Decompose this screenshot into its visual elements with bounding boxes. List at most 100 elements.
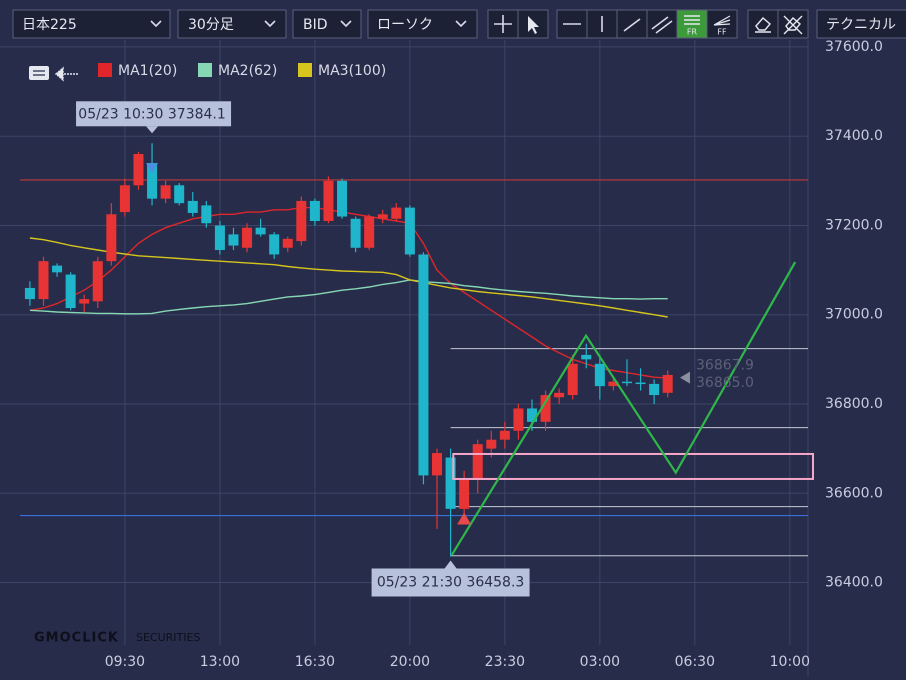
- candle-body: [187, 200, 198, 213]
- price-type-select[interactable]: BID: [292, 9, 362, 39]
- fr-label: FR: [687, 28, 698, 37]
- ma-line: [29, 279, 668, 315]
- erase-all-icon: [783, 15, 803, 35]
- candle-body: [106, 214, 117, 262]
- candle-body: [581, 354, 592, 360]
- candle-body: [499, 430, 510, 440]
- candle-body: [228, 234, 239, 246]
- x-tick-label: 23:30: [485, 654, 525, 670]
- candle-body: [621, 381, 632, 384]
- candle-body: [24, 287, 35, 300]
- eraser-button[interactable]: [747, 9, 779, 39]
- legend-label: MA3(100): [318, 63, 386, 79]
- candle-body: [92, 261, 103, 302]
- legend-swatch: [298, 63, 312, 77]
- candle-body: [567, 363, 578, 396]
- chart-type-select[interactable]: ローソク: [367, 9, 478, 39]
- candle-body: [513, 408, 524, 431]
- candle-body: [337, 180, 348, 217]
- candle-body: [662, 374, 673, 393]
- candle-body: [418, 254, 429, 476]
- trendline-button[interactable]: [616, 9, 648, 39]
- interval-text[interactable]: 30分足: [188, 17, 234, 33]
- collapse-icon[interactable]: [54, 66, 78, 82]
- y-tick-label: 36400.0: [825, 575, 883, 591]
- zone-box: [452, 452, 814, 480]
- legend-swatch: [198, 63, 212, 77]
- channel-icon: [651, 16, 673, 34]
- candle-body: [594, 363, 605, 387]
- zigzag-line: [450, 261, 797, 556]
- comment-icon[interactable]: [29, 66, 49, 80]
- ma-line: [29, 206, 668, 379]
- x-tick-label: 20:00: [390, 654, 430, 670]
- high-tooltip: [76, 101, 232, 127]
- candle-body: [119, 185, 130, 213]
- comment-icon-lines: [33, 70, 45, 76]
- logo-brand: GMOCLICK: [34, 631, 119, 646]
- candle-body: [391, 207, 402, 219]
- ff-label: FF: [717, 28, 727, 37]
- candle-body: [323, 180, 334, 221]
- legend-label: MA2(62): [218, 63, 277, 79]
- fib-icon: [684, 15, 700, 25]
- interval-select[interactable]: 30分足: [177, 9, 287, 39]
- select-box[interactable]: [292, 9, 362, 39]
- candle-body: [635, 382, 646, 385]
- y-tick-label: 37000.0: [825, 307, 883, 323]
- low-label: 05/23 21:30 36458.3: [377, 574, 525, 590]
- legend-label: MA1(20): [118, 63, 177, 79]
- y-tick-label: 36800.0: [825, 396, 883, 412]
- last-price-marker: [680, 371, 690, 384]
- y-tick-label: 37200.0: [825, 217, 883, 233]
- chevron: [455, 20, 467, 28]
- x-tick-label: 10:00: [770, 654, 810, 670]
- candle-body: [52, 265, 63, 273]
- symbol-select[interactable]: 日本225: [12, 9, 171, 39]
- technical-button[interactable]: テクニカル: [816, 9, 906, 39]
- candle-body: [65, 274, 76, 309]
- symbol-text[interactable]: 日本225: [22, 17, 77, 33]
- eraser-icon: [755, 17, 771, 33]
- candle-body: [540, 395, 551, 422]
- chevron: [264, 20, 276, 28]
- x-tick-label: 06:30: [675, 654, 715, 670]
- price-type-text[interactable]: BID: [303, 17, 328, 33]
- candle-body: [79, 299, 90, 304]
- candle-body: [472, 444, 483, 480]
- candle-body: [608, 381, 619, 387]
- low-tooltip: [371, 568, 530, 597]
- candle-body: [526, 408, 537, 422]
- fan-icon: [713, 15, 731, 26]
- y-tick-label: 37600.0: [825, 39, 883, 55]
- chart-type-text[interactable]: ローソク: [377, 17, 433, 33]
- candle-body: [174, 185, 185, 204]
- crosshair-icon: [494, 15, 512, 33]
- candle-body: [269, 234, 280, 255]
- candle-body: [282, 238, 293, 248]
- candle-body: [147, 162, 158, 199]
- last-price-label: 36865.0: [696, 375, 754, 391]
- candle-body: [350, 218, 361, 248]
- erase-all-button[interactable]: [777, 9, 809, 39]
- x-tick-label: 09:30: [105, 654, 145, 670]
- candle-body: [214, 225, 225, 251]
- technical-box[interactable]: [816, 9, 906, 39]
- candle-body: [486, 439, 497, 449]
- candle-body: [133, 154, 144, 186]
- y-tick-label: 36600.0: [825, 485, 883, 501]
- technical-text[interactable]: テクニカル: [826, 17, 896, 33]
- chevron: [150, 20, 162, 28]
- tooltip-pointer: [444, 560, 457, 569]
- pointer-icon: [528, 16, 539, 34]
- legend-swatch: [98, 63, 112, 77]
- candle-body: [160, 185, 171, 199]
- candle-body: [377, 214, 388, 219]
- x-tick-label: 13:00: [200, 654, 240, 670]
- channel-button[interactable]: [646, 9, 678, 39]
- logo-suffix: SECURITIES: [136, 631, 200, 644]
- select-box[interactable]: [12, 9, 171, 39]
- plot-area: 05/23 10:30 37384.1 05/23 21:30 36458.3 36…: [0, 38, 814, 676]
- candle-body: [38, 261, 49, 300]
